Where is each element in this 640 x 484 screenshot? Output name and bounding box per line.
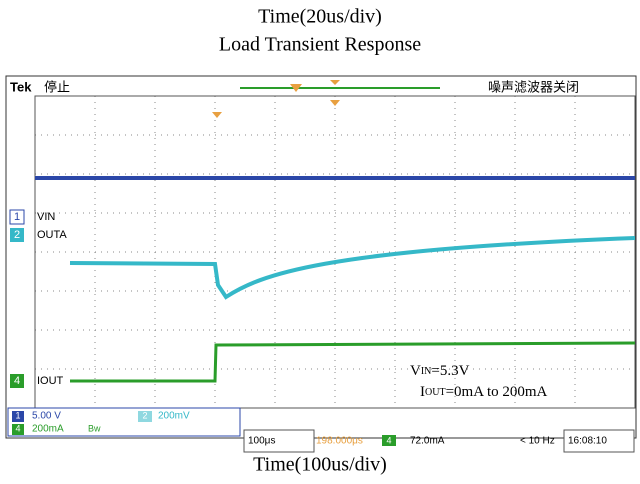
ch2-number: 2 bbox=[14, 229, 20, 241]
brand: Tek bbox=[10, 79, 32, 94]
ch1-number: 1 bbox=[14, 211, 20, 223]
filter-state: 噪声滤波器关闭 bbox=[488, 79, 579, 94]
page: Time(20us/div) Load Transient Response T… bbox=[0, 0, 640, 479]
ch2-label: OUTA bbox=[37, 229, 67, 241]
bandwidth: Bw bbox=[88, 423, 101, 433]
trig-channel: 4 bbox=[386, 435, 391, 445]
ch2-badge-number: 2 bbox=[142, 410, 147, 420]
position: 198.000μs bbox=[316, 436, 363, 447]
ch1-badge-number: 1 bbox=[15, 410, 20, 420]
ch2-scale: 200mV bbox=[158, 411, 190, 422]
clock: 16:08:10 bbox=[568, 436, 607, 447]
frequency: < 10 Hz bbox=[520, 436, 555, 447]
ch4-label: IOUT bbox=[37, 375, 64, 387]
subscript: OUT bbox=[425, 387, 446, 398]
text: =5.3V bbox=[431, 363, 469, 379]
ch1-label: VIN bbox=[37, 211, 55, 223]
ch4-badge-number: 4 bbox=[15, 423, 20, 433]
text: V bbox=[410, 363, 421, 379]
annotation-vin: VIN=5.3V bbox=[410, 363, 470, 379]
screenshot: Time(20us/div) Load Transient Response T… bbox=[0, 0, 640, 479]
bottom-title: Time(100us/div) bbox=[253, 454, 387, 476]
subscript: IN bbox=[421, 366, 432, 377]
top-title: Time(20us/div) bbox=[258, 6, 382, 28]
ch1-scale: 5.00 V bbox=[32, 411, 61, 422]
run-state: 停止 bbox=[44, 79, 70, 94]
annotation-iout: IOUT=0mA to 200mA bbox=[420, 384, 548, 400]
ch4-number: 4 bbox=[14, 375, 20, 387]
text: =0mA to 200mA bbox=[446, 384, 548, 400]
trig-level: 72.0mA bbox=[410, 436, 445, 447]
title: Load Transient Response bbox=[219, 34, 421, 56]
ch4-scale: 200mA bbox=[32, 424, 64, 435]
timebase: 100μs bbox=[248, 436, 275, 447]
